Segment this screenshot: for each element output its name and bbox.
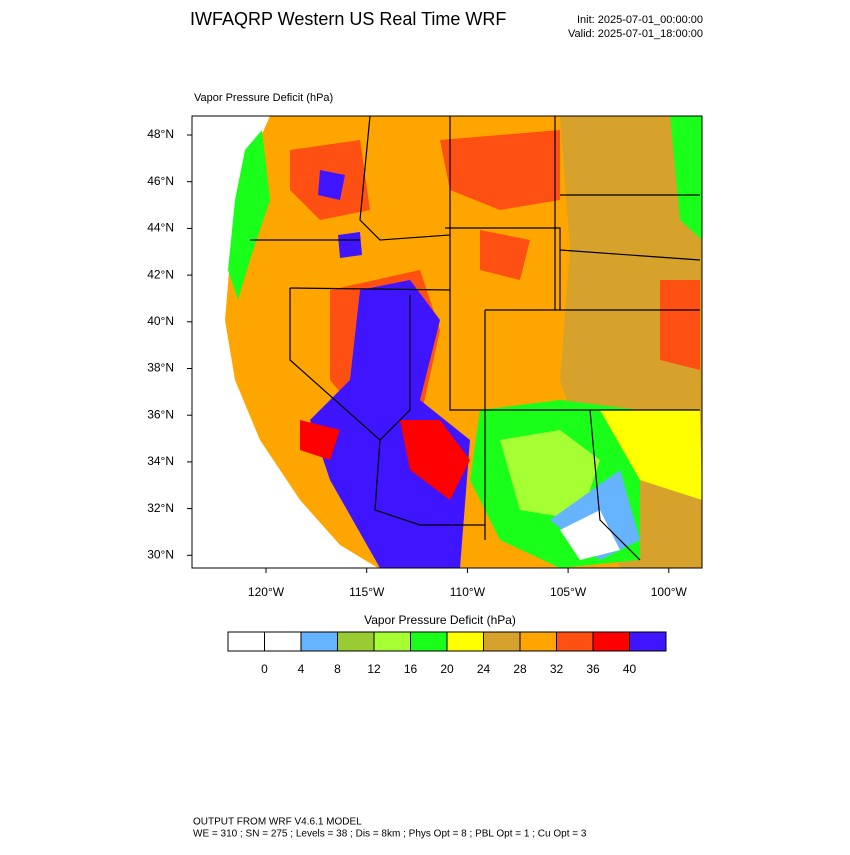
lat-label: 32°N — [147, 501, 174, 515]
colorbar-box — [483, 631, 521, 652]
footer-line: OUTPUT FROM WRF V4.6.1 MODEL — [193, 817, 362, 828]
lon-labels: 120°W 115°W 110°W 105°W 100°W — [248, 568, 688, 599]
valid-time: Valid: 2025-07-01_18:00:00 — [568, 28, 703, 40]
colorbar-box — [446, 631, 484, 652]
colorbar-label: 16 — [404, 662, 418, 676]
lat-label: 44°N — [147, 221, 174, 235]
colorbar-box — [629, 631, 667, 652]
lon-label: 120°W — [248, 585, 285, 599]
lat-label: 38°N — [147, 361, 174, 375]
colorbar-box — [264, 631, 302, 652]
lat-label: 48°N — [147, 127, 174, 141]
colorbar-label: 12 — [367, 662, 381, 676]
lon-label: 105°W — [550, 585, 587, 599]
lat-labels: 48°N 46°N 44°N 42°N 40°N 38°N 36°N 34°N 32°N 30°N — [147, 127, 192, 561]
colorbar-label: 32 — [550, 662, 564, 676]
colorbar-label: 0 — [261, 662, 268, 676]
title: IWFAQRP Western US Real Time WRF — [190, 9, 506, 29]
colorbar: 0 4 8 12 16 20 24 28 32 36 40 — [227, 631, 667, 676]
colorbar-label: 24 — [477, 662, 491, 676]
colorbar-box — [300, 631, 338, 652]
map-frame — [191, 115, 703, 569]
colorbar-box — [337, 631, 375, 652]
lon-label: 110°W — [450, 585, 486, 599]
colorbar-box — [519, 631, 557, 652]
lat-label: 30°N — [147, 547, 174, 561]
colorbar-label: 4 — [298, 662, 305, 676]
lat-label: 36°N — [147, 407, 174, 421]
lat-label: 34°N — [147, 454, 174, 468]
colorbar-label: 20 — [440, 662, 454, 676]
colorbar-box — [373, 631, 411, 652]
lat-label: 40°N — [147, 314, 174, 328]
init-time: Init: 2025-07-01_00:00:00 — [577, 14, 703, 26]
colorbar-box — [556, 631, 594, 652]
colorbar-box — [592, 631, 630, 652]
lon-label: 115°W — [349, 585, 385, 599]
colorbar-box — [410, 631, 448, 652]
colorbar-box — [227, 631, 265, 652]
lat-label: 46°N — [147, 174, 174, 188]
colorbar-title: Vapor Pressure Deficit (hPa) — [364, 613, 516, 627]
lon-label: 100°W — [651, 585, 688, 599]
map-field — [192, 116, 702, 568]
colorbar-label: 36 — [586, 662, 600, 676]
map-title: Vapor Pressure Deficit (hPa) — [194, 92, 333, 104]
colorbar-label: 8 — [334, 662, 341, 676]
footer-line: WE = 310 ; SN = 275 ; Levels = 38 ; Dis … — [193, 829, 587, 840]
lat-label: 42°N — [147, 267, 174, 281]
colorbar-label: 40 — [623, 662, 637, 676]
colorbar-label: 28 — [513, 662, 527, 676]
